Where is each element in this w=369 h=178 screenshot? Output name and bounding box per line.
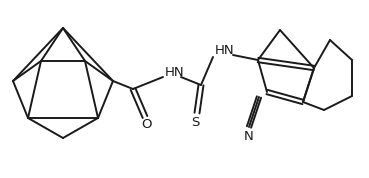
Text: N: N — [244, 130, 254, 143]
Text: HN: HN — [165, 67, 184, 80]
Text: S: S — [191, 116, 199, 129]
Text: O: O — [142, 119, 152, 132]
Text: HN: HN — [215, 43, 235, 56]
